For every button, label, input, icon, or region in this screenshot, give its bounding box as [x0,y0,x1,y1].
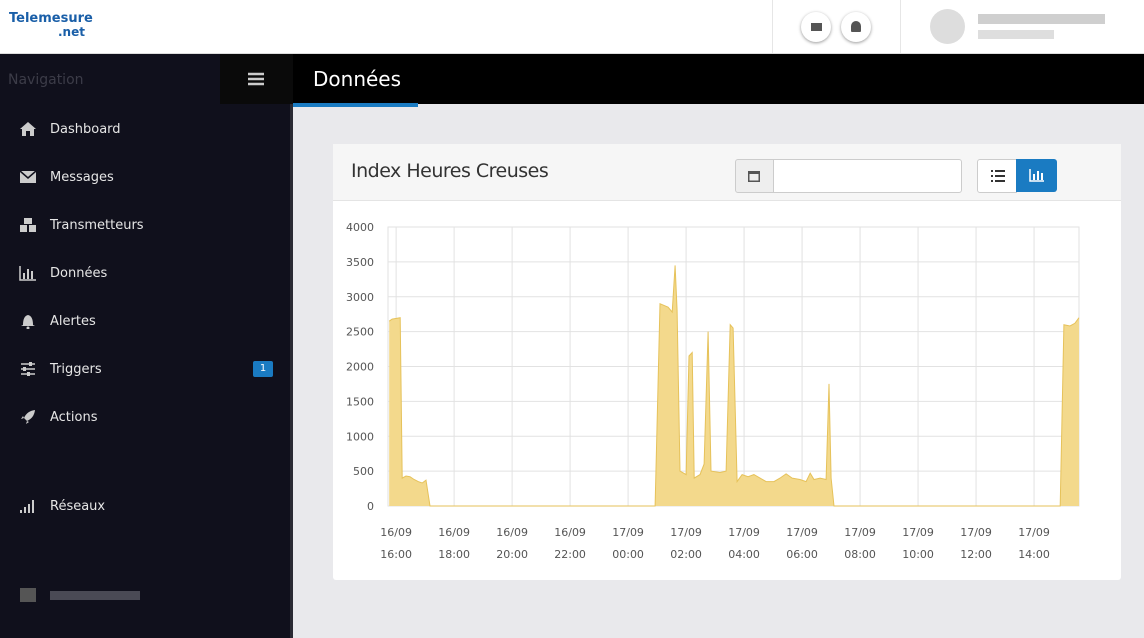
line [388,265,1080,507]
user-name-blurred [978,14,1105,24]
title-bar: Données [220,54,1144,104]
x-tick-label: 17/09 14:00 [1018,526,1050,561]
y-tick-label: 3500 [346,256,374,269]
logo[interactable]: Telemesure [9,11,93,26]
nav-title: Navigation [8,72,84,88]
user-role-blurred [978,30,1054,39]
y-tick-label: 3000 [346,291,374,304]
y-tick-label: 2500 [346,326,374,339]
nav-item[interactable]: Alertes [50,314,96,329]
icon [21,362,35,376]
nav-item[interactable]: Messages [50,170,114,185]
y-tick-label: 1500 [346,395,374,408]
nav-item[interactable]: Transmetteurs [50,218,144,233]
chart-card: Index Heures Creuses 0 500 1000 1500 2000 250… [333,144,1121,580]
chart-view-button[interactable] [1016,159,1057,192]
x-tick-label: 16/09 20:00 [496,526,528,561]
y-tick-label: 0 [367,500,374,513]
user-blurred [50,591,140,600]
y-tick-label: 1000 [346,430,374,443]
x-tick-label: 16/09 18:00 [438,526,470,561]
nav-item[interactable]: Triggers [50,362,102,377]
nav-item[interactable]: Réseaux [50,499,106,514]
hamburger-icon [248,72,264,86]
chart: 0 500 1000 1500 2000 2500 3000 3500 4000 16/09 16:… [346,221,1080,561]
alerts-button[interactable] [841,12,871,42]
x-tick-label: 17/09 12:00 [960,526,992,561]
y-tick-label: 4000 [346,221,374,234]
top-bar: Telemesure .net [0,0,1144,54]
active-tab-indicator [293,103,418,107]
icon [20,500,34,513]
chart-icon [1029,169,1044,182]
nav-item[interactable]: Dashboard [50,122,121,137]
y-tick-label: 2000 [346,361,374,374]
x-tick-label: 17/09 02:00 [670,526,702,561]
x-tick-label: 17/09 08:00 [844,526,876,561]
x-tick-label: 16/09 16:00 [380,526,412,561]
x-tick-label: 17/09 06:00 [786,526,818,561]
date-input[interactable] [773,159,962,193]
divider [900,0,901,53]
icon [20,218,36,232]
y-tick-label: 500 [353,465,374,478]
icon [21,315,35,329]
x-tick-label: 17/09 00:00 [612,526,644,561]
area [389,265,1079,506]
list-view-button[interactable] [977,159,1017,193]
messages-button[interactable] [801,12,831,42]
x-tick-label: 16/09 22:00 [554,526,586,561]
logo-suffix: .net [58,25,85,39]
x-tick-label: 17/09 04:00 [728,526,760,561]
x-tick-label: 17/09 10:00 [902,526,934,561]
calendar-button[interactable] [735,159,774,193]
card-header: Index Heures Creuses [333,144,1121,201]
nav-item[interactable]: Données [50,266,108,281]
menu-toggle[interactable] [220,54,293,104]
nav-item[interactable]: Actions [50,410,98,425]
page-title: Données [313,67,402,91]
divider [772,0,773,53]
calendar-icon [748,171,760,182]
user-icon-blurred [20,588,36,602]
icon [19,266,36,281]
badge: 1 [253,361,273,377]
chart-title: Index Heures Creuses [351,160,549,182]
avatar[interactable] [930,9,965,44]
list-icon [991,170,1005,182]
icon [20,122,36,136]
sidebar: Navigation Dashboard Messages Transmette… [0,54,293,638]
icon [21,410,35,424]
icon [19,170,37,183]
